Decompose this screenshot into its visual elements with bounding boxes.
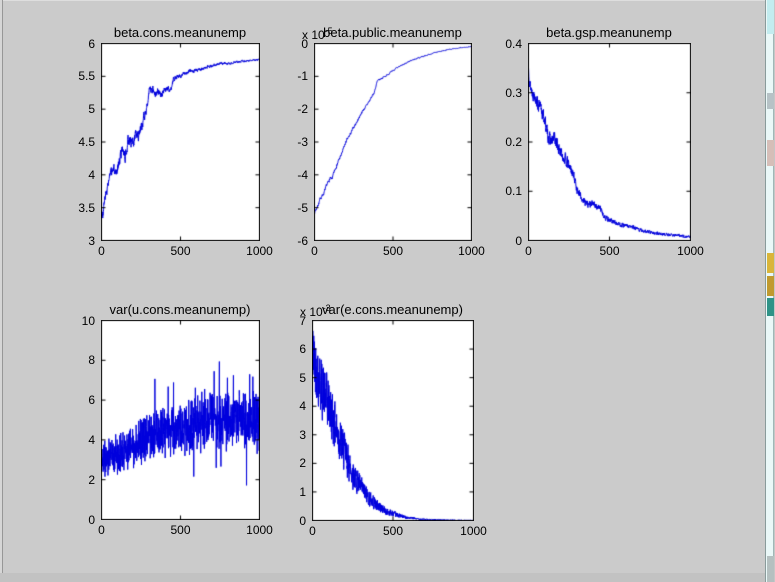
partial-icon[interactable] <box>767 140 774 166</box>
exponent-value: -5 <box>324 26 333 36</box>
x-tick-label: 500 <box>382 244 404 258</box>
y-tick-label: 8 <box>88 353 95 368</box>
y-tick-label: 0 <box>301 36 308 51</box>
y-tick-label: 0 <box>88 512 95 527</box>
y-tick-label: -5 <box>297 200 308 215</box>
partial-icon[interactable] <box>767 276 774 296</box>
plot-title: var(e.cons.meanunemp) <box>322 302 463 317</box>
y-tick-label: 0.4 <box>505 36 522 51</box>
partial-icon[interactable] <box>767 298 774 316</box>
y-tick-label: -2 <box>297 102 308 117</box>
plot-title: var(u.cons.meanunemp) <box>109 302 251 317</box>
x-tick-label: 500 <box>599 244 620 258</box>
subplot-beta-gsp-meanunemp: beta.gsp.meanunemp 0 500 1000 0 0.1 0.2 0.3 0.4 <box>505 25 704 258</box>
y-tick-label: 7 <box>299 313 306 328</box>
y-tick-label: 0 <box>299 513 306 528</box>
exponent-prefix: x 10 <box>300 305 323 319</box>
y-tick-label: 4 <box>88 167 95 182</box>
y-tick-label: 2 <box>88 472 95 487</box>
window-left-border <box>2 0 3 582</box>
y-tick-label: 5 <box>88 102 95 117</box>
y-tick-label: 1 <box>299 484 306 499</box>
x-tick-label: 1000 <box>458 244 485 258</box>
y-tick-label: 6 <box>88 393 95 408</box>
window-top-edge <box>0 0 765 1</box>
x-tick-label: 1000 <box>460 524 487 538</box>
y-tick-label: 0.3 <box>505 85 522 100</box>
y-tick-label: 2 <box>299 456 306 471</box>
x-tick-label: 500 <box>170 244 191 258</box>
x-tick-label: 0 <box>309 524 316 538</box>
y-tick-label: 0.1 <box>505 184 522 199</box>
plot-title: beta.cons.meanunemp <box>113 25 247 40</box>
x-tick-label: 1000 <box>677 244 704 258</box>
exponent-value: -3 <box>322 303 331 313</box>
subplot-var-e-cons-meanunemp: var(e.cons.meanunemp) x 10-3 0 500 1000 0 1 2… <box>299 302 487 538</box>
window-left-edge <box>0 0 2 582</box>
y-tick-label: 3 <box>88 233 95 248</box>
partial-icon[interactable] <box>767 0 774 34</box>
y-tick-label: 3 <box>299 427 306 442</box>
y-tick-label: 6 <box>299 342 306 357</box>
y-tick-label: -1 <box>297 69 308 84</box>
x-tick-label: 500 <box>170 523 191 537</box>
y-tick-label: 4 <box>88 432 95 447</box>
x-tick-label: 1000 <box>246 244 273 258</box>
subplot-beta-cons-meanunemp: beta.cons.meanunemp 0 500 1000 3 3.5 4 4.5 5 5.5… <box>78 25 273 258</box>
y-tick-label: 0.2 <box>505 135 522 149</box>
x-tick-label: 0 <box>98 244 105 258</box>
y-tick-label: 5 <box>299 370 306 385</box>
y-tick-label: 5.5 <box>78 69 95 84</box>
x-tick-label: 0 <box>311 244 318 258</box>
y-tick-label: 6 <box>88 36 95 51</box>
y-tick-label: 0 <box>515 233 522 248</box>
x-tick-label: 500 <box>382 524 404 538</box>
plot-canvas <box>101 320 260 520</box>
window-bottom-edge <box>0 573 765 582</box>
y-axis-exponent-label: x 10-3 <box>300 303 331 319</box>
plot-canvas <box>312 320 474 521</box>
plot-title: beta.gsp.meanunemp <box>546 25 672 40</box>
y-tick-label: -4 <box>297 167 308 182</box>
exponent-prefix: x 10 <box>302 28 325 42</box>
y-tick-label: 3.5 <box>78 200 95 215</box>
partial-icon[interactable] <box>767 93 774 109</box>
plot-canvas <box>101 43 260 241</box>
plot-canvas <box>528 43 691 241</box>
y-axis-exponent-label: x 10-5 <box>302 26 333 42</box>
x-tick-label: 0 <box>98 523 105 537</box>
background-window-strip[interactable] <box>765 0 775 582</box>
subplot-beta-public-meanunemp: beta.public.meanunemp x 10-5 0 500 1000 -6-… <box>297 25 485 258</box>
subplot-var-u-cons-meanunemp: var(u.cons.meanunemp) 0 500 1000 0 2 4 6 8 10 <box>82 302 273 537</box>
y-tick-label: 4.5 <box>78 135 95 149</box>
y-tick-label: -6 <box>297 233 308 248</box>
y-tick-label: -3 <box>297 135 308 149</box>
plot-title: beta.public.meanunemp <box>323 25 462 40</box>
partial-icon[interactable] <box>767 253 774 273</box>
partial-icon[interactable] <box>767 556 774 582</box>
y-tick-label: 10 <box>81 313 95 328</box>
plot-canvas <box>314 43 472 241</box>
x-tick-label: 0 <box>525 244 532 258</box>
x-tick-label: 1000 <box>246 523 273 537</box>
y-tick-label: 4 <box>299 399 306 414</box>
